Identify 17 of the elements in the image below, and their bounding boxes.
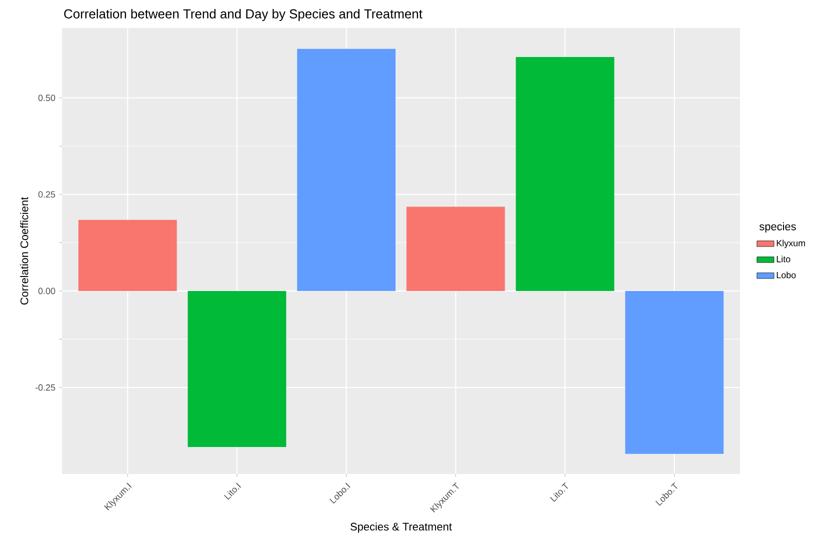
y-axis-title: Correlation Coefficient (20, 196, 28, 305)
y-tick-label: -0.25 (35, 384, 56, 391)
x-axis-title: Species & Treatment (350, 522, 452, 533)
bar (188, 290, 286, 447)
legend-label: Klyxum (776, 240, 805, 248)
chart-title: Correlation between Trend and Day by Species and Treatment (64, 8, 422, 22)
y-tick-label: 0.50 (38, 94, 56, 102)
legend-title: species (759, 222, 796, 233)
legend-label: Lito (776, 256, 790, 262)
bar (406, 206, 505, 291)
y-tick-label: 0.00 (38, 288, 56, 294)
bar (78, 220, 177, 291)
bar (625, 290, 724, 454)
bar (516, 56, 614, 291)
bar (297, 48, 396, 291)
legend-label: Lobo (776, 272, 796, 278)
y-tick-label: 0.25 (38, 191, 56, 198)
